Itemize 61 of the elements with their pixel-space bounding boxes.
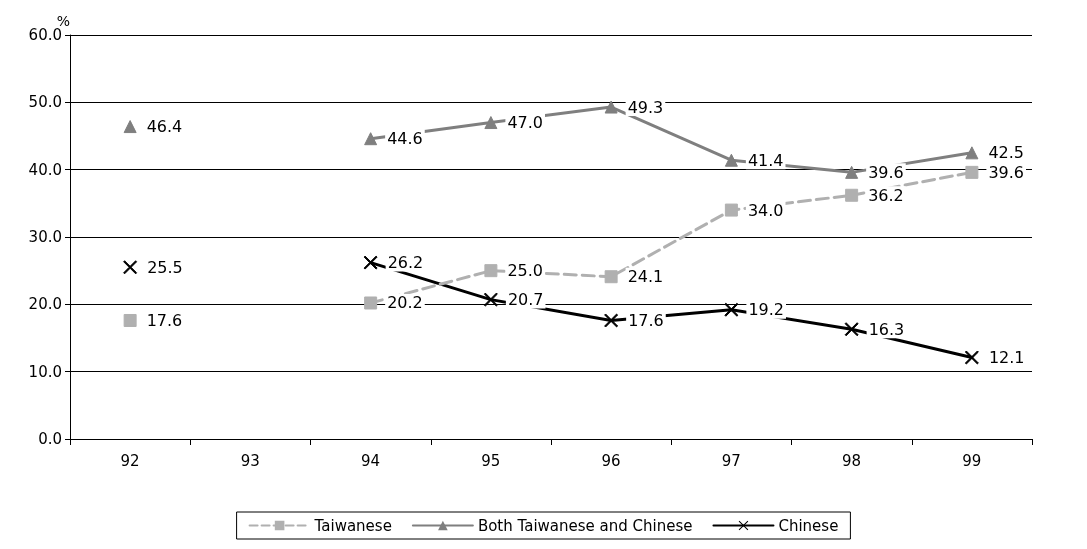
- data-label: 39.6: [988, 162, 1024, 182]
- point: [845, 165, 859, 179]
- data-label: 12.1: [988, 348, 1025, 368]
- y-tick-label: 60.0: [28, 26, 62, 44]
- point: [484, 116, 498, 130]
- data-label: 19.2: [748, 300, 784, 320]
- data-label: 24.1: [627, 267, 664, 287]
- point: [724, 203, 738, 217]
- x-tick-label: 95: [481, 451, 501, 470]
- legend-label: Both Taiwanese and Chinese: [477, 516, 693, 535]
- x-tick-label: 94: [361, 451, 381, 470]
- data-label: 49.3: [627, 97, 664, 117]
- point: [363, 255, 378, 270]
- y-tick-label: 30.0: [28, 228, 62, 246]
- data-label: 39.6: [868, 162, 904, 182]
- point: [483, 292, 498, 307]
- point: [965, 146, 979, 160]
- point: [604, 100, 618, 114]
- x-tick-label: 97: [721, 451, 741, 470]
- data-label: 47.0: [507, 113, 543, 133]
- point: [845, 188, 859, 202]
- data-label: 34.0: [747, 200, 784, 220]
- y-tick-label: 40.0: [28, 160, 62, 179]
- point: [965, 165, 979, 179]
- data-label: 36.2: [868, 185, 904, 205]
- y-tick-label: 50.0: [28, 93, 62, 112]
- point: [844, 322, 859, 337]
- x-tick-label: 96: [601, 451, 621, 470]
- y-axis-title: %: [56, 12, 70, 29]
- data-label: 17.6: [146, 310, 183, 330]
- x-tick-label: 92: [120, 451, 140, 470]
- legend-label: Chinese: [778, 516, 839, 535]
- data-label: 42.5: [988, 143, 1024, 163]
- data-label: 25.0: [507, 261, 543, 281]
- data-label: 20.2: [387, 293, 423, 313]
- legend-label: Taiwanese: [313, 516, 392, 535]
- data-label: 20.7: [507, 290, 544, 310]
- y-tick-label: 20.0: [28, 295, 62, 314]
- x-tick-label: 99: [962, 451, 982, 470]
- x-tick-label: 98: [842, 451, 862, 470]
- data-label: 44.6: [387, 129, 423, 149]
- point: [123, 120, 137, 134]
- data-label: 16.3: [868, 319, 905, 339]
- data-label: 26.2: [387, 253, 424, 273]
- point: [724, 302, 739, 317]
- y-tick-label: 10.0: [28, 362, 62, 381]
- point: [484, 264, 498, 278]
- point: [364, 296, 378, 310]
- point: [123, 313, 137, 327]
- point: [604, 313, 619, 328]
- point: [724, 153, 738, 167]
- data-label: 25.5: [147, 257, 183, 277]
- data-label: 41.4: [747, 150, 784, 170]
- x-tick-label: 93: [240, 451, 260, 470]
- data-label: 17.6: [628, 310, 664, 330]
- y-tick-label: 0.0: [38, 430, 62, 448]
- point: [123, 260, 138, 275]
- point: [364, 132, 378, 146]
- data-label: 46.4: [146, 117, 183, 137]
- point: [604, 270, 618, 284]
- point: [964, 350, 979, 365]
